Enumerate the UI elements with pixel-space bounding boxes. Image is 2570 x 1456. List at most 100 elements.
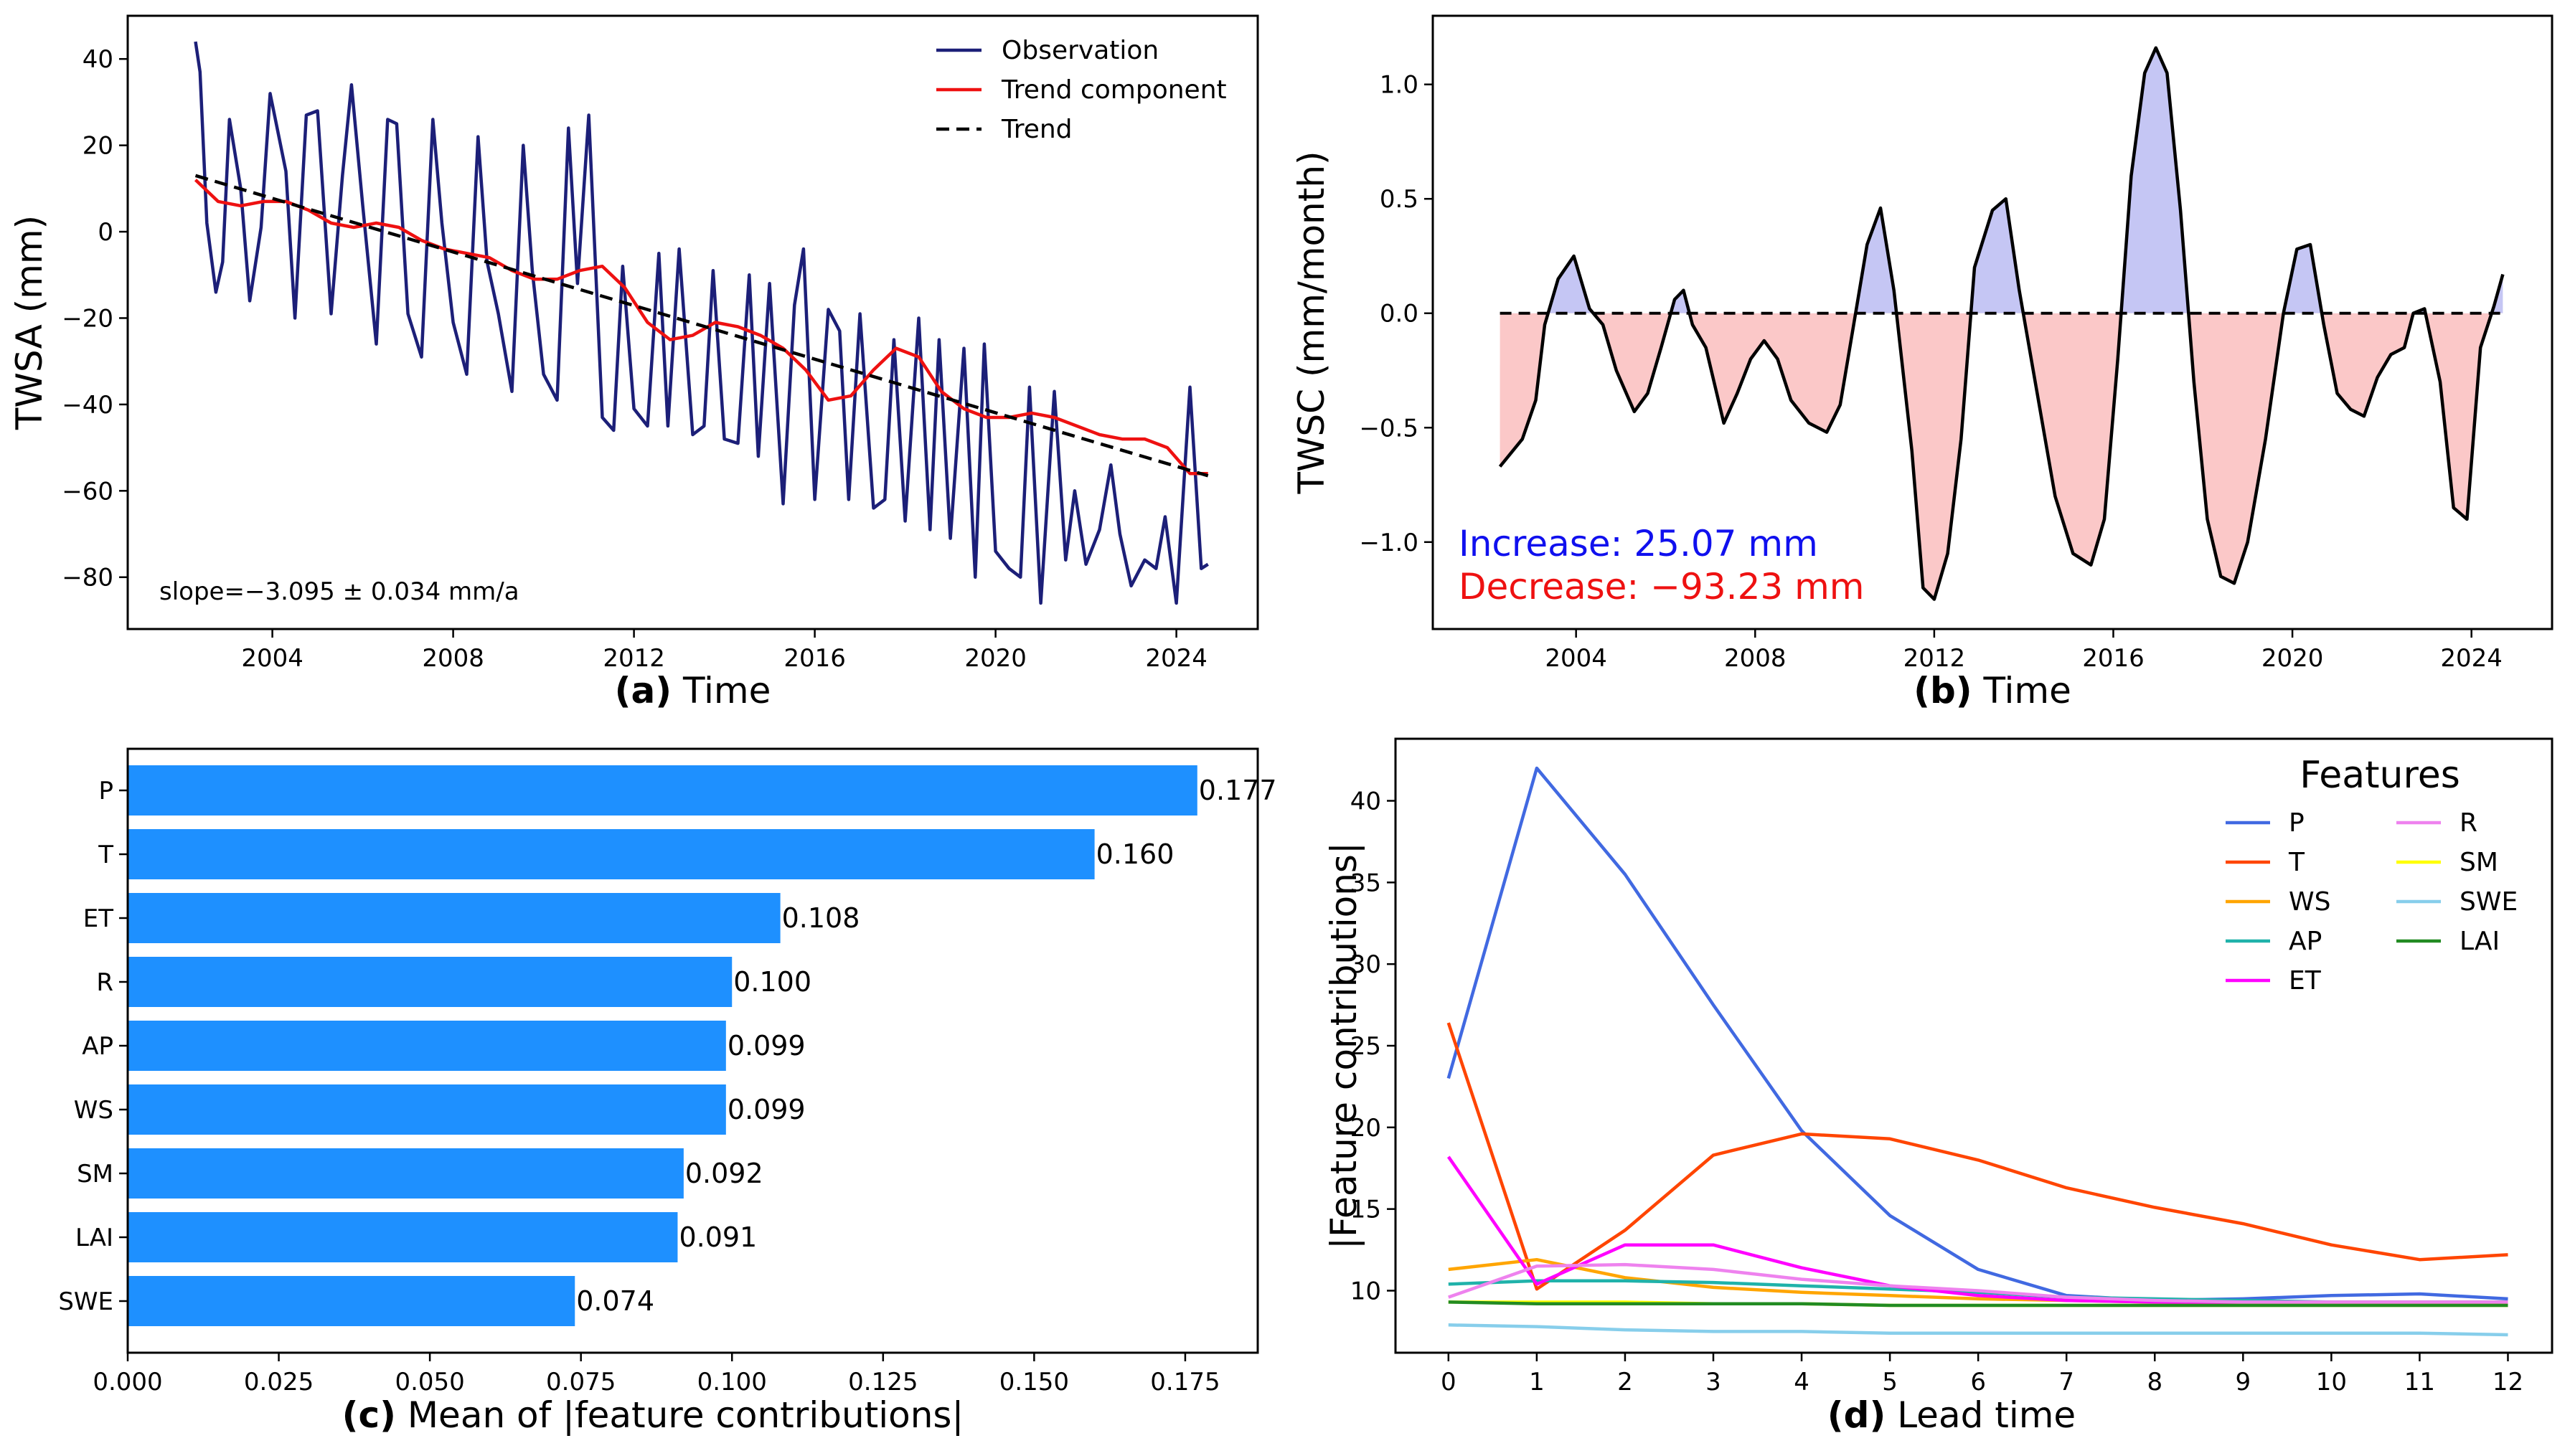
- d-ytick-label: 20: [1350, 1114, 1381, 1143]
- c-xtick-label: 0.125: [848, 1368, 918, 1396]
- d-legend-entry: AP: [2289, 927, 2322, 956]
- a-ytick-label: −80: [62, 564, 113, 592]
- c-category-label: SM: [77, 1160, 113, 1188]
- a-xtick-label: 2008: [422, 644, 484, 673]
- c-xtick-label: 0.150: [999, 1368, 1069, 1396]
- c-category-label: R: [96, 968, 113, 997]
- bar-WS: [128, 1084, 726, 1135]
- c-category-label: ET: [83, 904, 113, 933]
- c-value-label: 0.108: [782, 902, 860, 934]
- d-legend-entry: LAI: [2460, 927, 2500, 956]
- panel-xlabel: (a) Time: [615, 670, 771, 712]
- d-legend-title: Features: [2300, 754, 2460, 797]
- d-xtick-label: 12: [2493, 1368, 2523, 1396]
- c-value-label: 0.074: [576, 1285, 654, 1317]
- axis-title: Mean of |feature contributions|: [408, 1394, 964, 1436]
- b-xtick-label: 2008: [1724, 644, 1787, 673]
- observation-line: [194, 41, 1209, 605]
- bar-P: [128, 765, 1197, 816]
- b-plot-frame: [1431, 14, 2553, 630]
- c-value-label: 0.100: [733, 966, 811, 998]
- a-xtick-label: 2012: [603, 644, 665, 673]
- d-legend-entry: SWE: [2460, 887, 2518, 917]
- d-legend-entry: P: [2289, 808, 2305, 838]
- panel-letter: (b): [1914, 670, 1972, 712]
- a-xtick-label: 2024: [1145, 644, 1208, 673]
- b-ytick-label: −0.5: [1359, 414, 1418, 443]
- d-xtick-label: 5: [1882, 1368, 1898, 1396]
- increase-annotation: Increase: 25.07 mm: [1459, 523, 1818, 564]
- b-xtick-label: 2024: [2440, 644, 2503, 673]
- c-category-label: SWE: [58, 1287, 113, 1316]
- bar-AP: [128, 1021, 726, 1071]
- b-xtick-label: 2012: [1903, 644, 1966, 673]
- a-xtick-label: 2004: [241, 644, 303, 673]
- d-ytick-label: 15: [1350, 1196, 1381, 1224]
- series-line-ET: [1446, 1155, 2508, 1305]
- decrease-annotation: Decrease: −93.23 mm: [1459, 566, 1865, 608]
- d-ytick-label: 25: [1350, 1032, 1381, 1061]
- panel-a: 2004 2008 2012 2016 2020 2024 40 20 0 −20 −40 −60 −8…: [9, 14, 1259, 712]
- d-xtick-label: 10: [2316, 1368, 2347, 1396]
- a-legend-entry-1: Trend component: [1001, 75, 1227, 105]
- c-category-label: AP: [82, 1032, 113, 1061]
- trend-component-line: [194, 179, 1208, 476]
- c-value-label: 0.099: [728, 1030, 806, 1062]
- trend-line: [194, 174, 1209, 478]
- a-ytick-label: −40: [62, 391, 113, 420]
- c-category-label: WS: [74, 1096, 113, 1125]
- c-xtick-label: 0.175: [1150, 1368, 1220, 1396]
- c-value-label: 0.177: [1199, 775, 1277, 806]
- d-xtick-label: 8: [2147, 1368, 2162, 1396]
- c-value-label: 0.099: [728, 1094, 806, 1125]
- axis-title: Time: [682, 670, 771, 712]
- c-category-label: T: [98, 841, 113, 869]
- bar-R: [128, 957, 733, 1007]
- increase-fill: [1500, 47, 2503, 313]
- decrease-fill: [1500, 313, 2492, 600]
- panel-xlabel: (d) Lead time: [1827, 1394, 2076, 1436]
- a-legend-entry-0: Observation: [1002, 36, 1159, 65]
- series-line-SWE: [1448, 1323, 2508, 1337]
- series-line-LAI: [1448, 1300, 2508, 1308]
- bar-T: [128, 829, 1095, 879]
- c-xtick-label: 0.100: [697, 1368, 767, 1396]
- panel-c: 0.000 0.025 0.050 0.075 0.100 0.125 0.150 0.175…: [58, 747, 1277, 1436]
- d-plot-frame: [1394, 737, 2553, 1354]
- d-legend: Features PT WS AP ET R SM SWE LAI: [2226, 754, 2518, 996]
- panel-d: 0 1 2 3 4 5 6 7 8 9 10 11 1210152025303540FeaturesPT…: [1323, 737, 2553, 1436]
- d-xtick-label: 6: [1970, 1368, 1986, 1396]
- bar-LAI: [128, 1212, 678, 1262]
- d-ytick-label: 30: [1350, 950, 1381, 979]
- d-legend-entry: SM: [2460, 848, 2498, 877]
- panel-b: 2004 2008 2012 2016 2020 2024 1.0 0.5 0.0 −0.5 −1.…: [1291, 14, 2553, 712]
- d-ylabel: |Feature contributions|: [1323, 842, 1365, 1249]
- c-xtick-label: 0.050: [395, 1368, 464, 1396]
- slope-annotation: slope=−3.095 ± 0.034 mm/a: [159, 577, 519, 606]
- d-ytick-label: 10: [1350, 1277, 1381, 1305]
- panel-letter: (d): [1827, 1394, 1886, 1436]
- d-legend-entry: T: [2288, 848, 2305, 877]
- b-ytick-label: 0.5: [1380, 185, 1418, 214]
- d-xtick-label: 0: [1441, 1368, 1456, 1396]
- a-plot-frame: [126, 14, 1259, 630]
- b-xtick-label: 2020: [2261, 644, 2324, 673]
- d-legend-entry: WS: [2289, 887, 2330, 917]
- b-ytick-label: −1.0: [1359, 529, 1418, 557]
- d-ytick-label: 35: [1350, 869, 1381, 897]
- d-xtick-label: 3: [1705, 1368, 1721, 1396]
- panel-gap: [672, 670, 683, 712]
- panel-letter: (c): [342, 1394, 396, 1436]
- c-value-label: 0.091: [679, 1221, 757, 1253]
- b-ytick-label: 1.0: [1380, 71, 1418, 100]
- d-xtick-label: 9: [2235, 1368, 2251, 1396]
- series-line-P: [1446, 766, 2508, 1303]
- bar-SM: [128, 1148, 684, 1199]
- b-xtick-label: 2016: [2082, 644, 2145, 673]
- panel-gap: [1972, 670, 1984, 712]
- d-xtick-label: 4: [1794, 1368, 1809, 1396]
- panel-xlabel: (b) Time: [1914, 670, 2071, 712]
- c-category-label: P: [98, 777, 113, 805]
- d-legend-entry: ET: [2289, 966, 2322, 996]
